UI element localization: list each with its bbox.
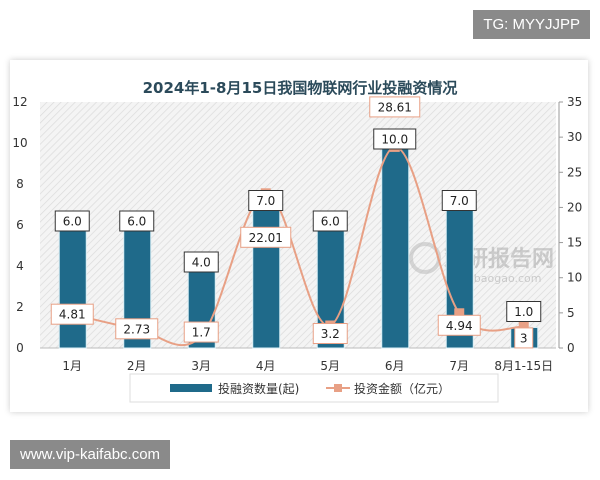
bar-data-label: 7.0 [256, 194, 275, 208]
left-tick-label: 6 [16, 218, 24, 232]
bar-data-label-box [248, 190, 284, 211]
x-tick-label: 4月 [256, 359, 276, 373]
legend-bar-label: 投融资数量(起) [218, 381, 299, 396]
watermark-bottom-left: www.vip-kaifabc.com [10, 440, 171, 469]
watermark-top-right: TG: MYYJJPP [473, 10, 590, 39]
chart-title: 2024年1-8月15日我国物联网行业投融资情况 [143, 79, 458, 97]
right-tick-label: 35 [567, 95, 582, 109]
legend-line-label: 投资金额（亿元） [354, 381, 450, 396]
line-data-label-box [312, 323, 348, 345]
bar-data-label-box [506, 301, 542, 322]
left-tick-label: 10 [12, 136, 27, 150]
line-data-label-box [50, 303, 94, 325]
x-tick-label: 1月 [62, 359, 82, 373]
right-tick-label: 20 [567, 200, 582, 214]
bar-data-label-box [54, 210, 90, 232]
left-tick-label: 0 [16, 341, 24, 355]
x-tick-label: 5月 [320, 359, 340, 373]
bar-data-label-box [183, 251, 219, 273]
line-data-label: 2.73 [123, 322, 150, 336]
right-tick-label: 10 [567, 271, 582, 285]
bar-data-label-box [373, 128, 417, 150]
bar-data-label: 6.0 [127, 215, 146, 229]
line-data-label-box [183, 321, 219, 343]
x-tick-label: 3月 [191, 359, 211, 373]
right-tick-label: 0 [567, 341, 575, 355]
right-tick-label: 15 [567, 236, 582, 250]
bar-data-label: 10.0 [381, 133, 408, 147]
bar [252, 204, 281, 349]
x-tick-label: 2月 [127, 359, 147, 373]
legend-line-marker [334, 384, 342, 392]
line-data-label: 28.61 [378, 100, 412, 114]
x-tick-label: 8月1-15日 [494, 359, 553, 373]
bar-data-label: 1.0 [514, 305, 533, 319]
line-data-label-box [369, 96, 421, 118]
bar-data-label-box [312, 210, 348, 232]
bar-data-label: 7.0 [450, 194, 469, 208]
left-tick-label: 4 [16, 259, 24, 273]
bar-data-label: 4.0 [192, 256, 211, 270]
right-tick-label: 5 [567, 306, 575, 320]
bar [381, 142, 410, 349]
line-data-label-box [514, 327, 534, 349]
line-data-label: 4.94 [446, 319, 473, 333]
bar-data-label-box [119, 210, 155, 232]
left-tick-label: 2 [16, 300, 24, 314]
line-data-label: 3 [520, 331, 528, 345]
bar [58, 224, 87, 349]
bar-data-label-box [441, 190, 477, 211]
line-data-label-box [115, 318, 159, 340]
x-tick-label: 6月 [385, 359, 405, 373]
bar-data-label: 6.0 [63, 215, 82, 229]
right-tick-label: 25 [567, 165, 582, 179]
line-data-label: 4.81 [59, 308, 86, 322]
line-data-label-box [240, 226, 292, 248]
legend-bar-swatch [170, 384, 212, 392]
line-series [72, 145, 524, 347]
line-data-label: 3.2 [321, 327, 340, 341]
line-data-label: 22.01 [249, 231, 283, 245]
bar-data-label: 6.0 [321, 215, 340, 229]
left-tick-label: 12 [12, 95, 27, 109]
line-data-label-box [437, 314, 481, 336]
plot-area [40, 102, 556, 348]
right-tick-label: 30 [567, 130, 582, 144]
x-tick-label: 7月 [449, 359, 469, 373]
left-tick-label: 8 [16, 177, 24, 191]
line-marker [518, 321, 529, 332]
line-data-label: 1.7 [192, 326, 211, 340]
line-marker [454, 308, 465, 319]
